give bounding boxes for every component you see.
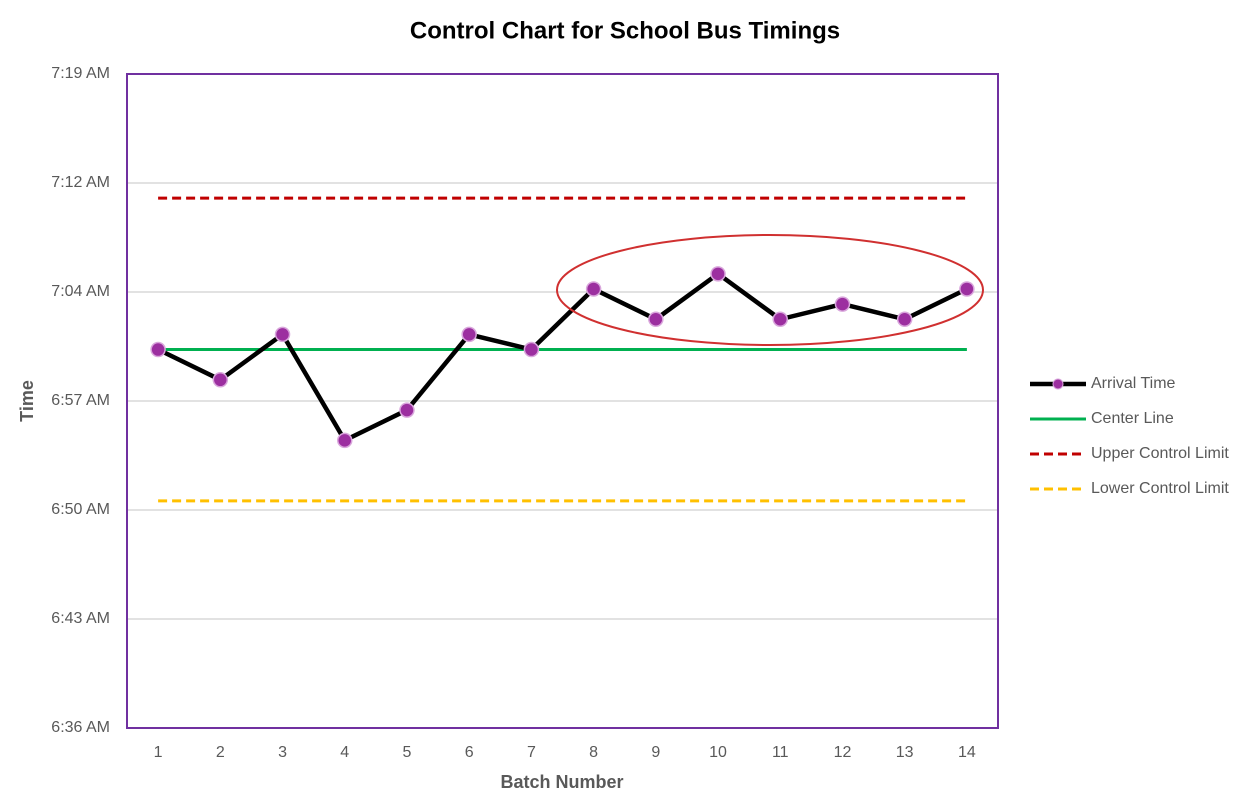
legend-label: Lower Control Limit	[1091, 480, 1229, 497]
x-tick-label: 4	[340, 744, 349, 761]
x-tick-label: 6	[465, 744, 474, 761]
x-tick-label: 9	[651, 744, 660, 761]
legend-label: Arrival Time	[1091, 375, 1176, 392]
x-axis-title: Batch Number	[500, 772, 623, 792]
x-tick-label: 1	[154, 744, 163, 761]
plot-border	[126, 73, 999, 729]
grid	[127, 73, 998, 729]
x-tick-label: 3	[278, 744, 287, 761]
data-point	[896, 311, 913, 327]
x-tick-label: 11	[772, 744, 789, 761]
series-line	[157, 271, 968, 443]
legend-label: Center Line	[1091, 410, 1174, 427]
legend-marker	[1052, 378, 1064, 390]
y-tick-label: 6:57 AM	[51, 392, 110, 409]
y-axis-title: Time	[17, 380, 37, 422]
data-point	[274, 326, 291, 343]
data-point	[399, 402, 415, 418]
x-tick-label: 10	[709, 744, 727, 761]
data-point	[461, 326, 477, 343]
x-tick-label: 14	[958, 744, 976, 761]
data-point	[710, 266, 726, 282]
data-point	[523, 341, 540, 358]
y-tick-label: 6:43 AM	[51, 610, 110, 627]
data-point	[959, 281, 975, 297]
data-point	[834, 296, 851, 312]
x-tick-label: 2	[216, 744, 225, 761]
data-point	[772, 311, 788, 327]
x-tick-label: 7	[527, 744, 536, 761]
data-point	[648, 311, 664, 327]
x-tick-label: 5	[403, 744, 412, 761]
data-point	[150, 341, 166, 358]
x-tick-label: 13	[896, 744, 914, 761]
legend: Arrival Time Center Line Upper Control Lim…	[1030, 375, 1229, 497]
data-point	[337, 432, 353, 449]
y-tick-label: 6:50 AM	[51, 501, 110, 518]
y-tick-label: 6:36 AM	[51, 719, 110, 736]
highlight-ellipse	[556, 234, 984, 346]
data-point	[585, 281, 602, 297]
y-tick-label: 7:19 AM	[51, 65, 110, 82]
chart-title: Control Chart for School Bus Timings	[410, 17, 840, 44]
y-tick-label: 7:12 AM	[51, 174, 110, 191]
x-tick-label: 8	[589, 744, 598, 761]
x-tick-label: 12	[834, 744, 852, 761]
y-tick-label: 7:04 AM	[51, 283, 110, 300]
legend-label: Upper Control Limit	[1091, 445, 1229, 462]
data-point	[212, 372, 229, 388]
lines	[150, 196, 975, 503]
